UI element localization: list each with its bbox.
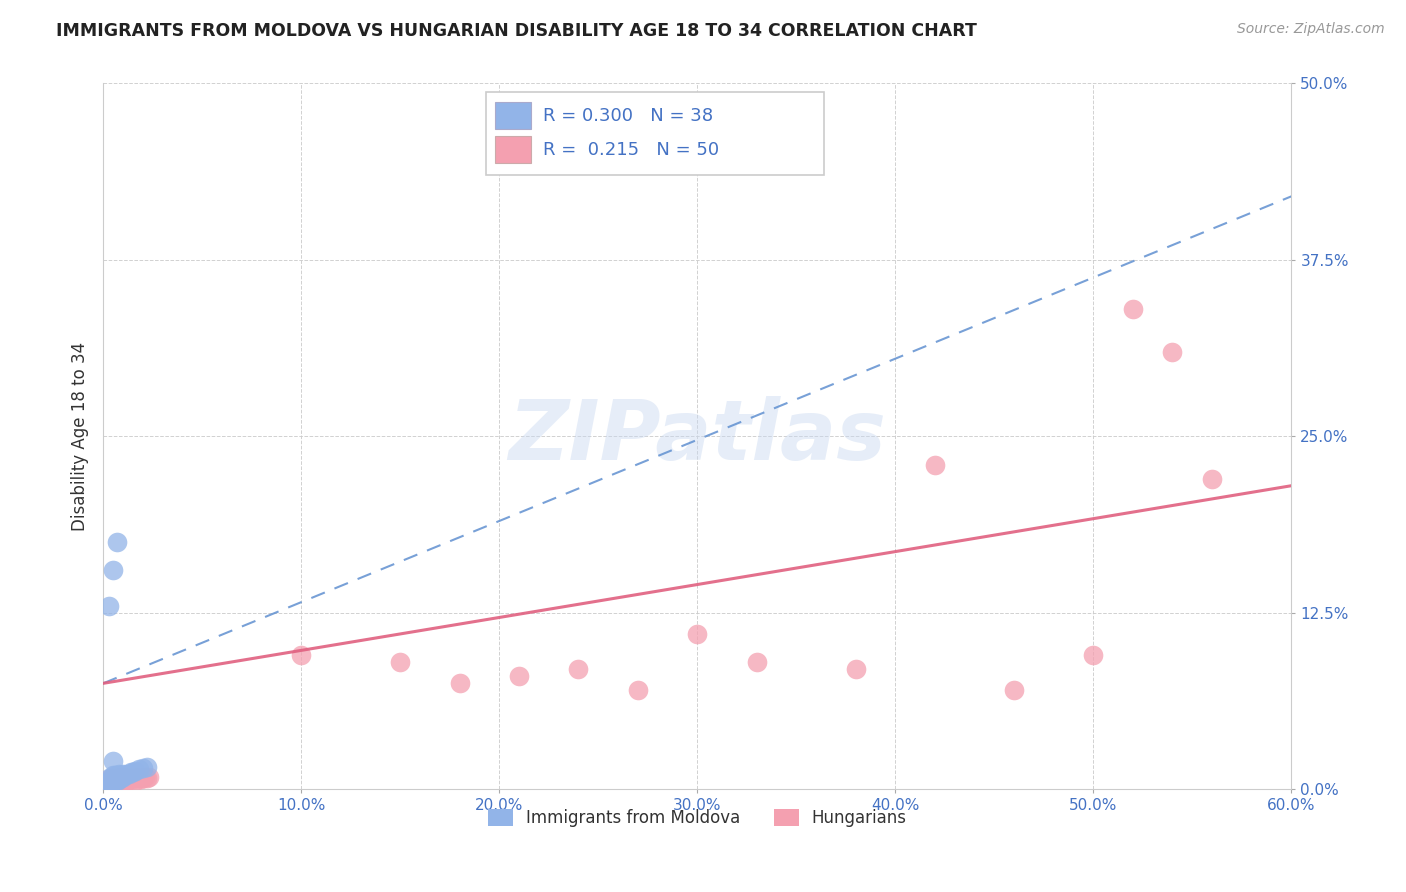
Point xyxy=(135,771,157,785)
Point xyxy=(125,771,148,785)
Point xyxy=(115,773,138,788)
Point xyxy=(128,763,150,777)
Text: Source: ZipAtlas.com: Source: ZipAtlas.com xyxy=(1237,22,1385,37)
FancyBboxPatch shape xyxy=(495,136,531,163)
Point xyxy=(100,771,122,785)
Point xyxy=(111,772,134,787)
Point xyxy=(110,771,132,785)
Point xyxy=(1002,683,1025,698)
Point xyxy=(104,773,127,788)
Point xyxy=(108,770,131,784)
Point xyxy=(132,771,155,785)
Point xyxy=(98,775,121,789)
Point xyxy=(104,771,127,785)
Point xyxy=(101,772,124,787)
Point xyxy=(101,768,124,782)
Point xyxy=(845,662,868,676)
Point xyxy=(101,773,124,788)
Point xyxy=(104,775,127,789)
Point xyxy=(101,754,124,768)
Point xyxy=(124,770,146,784)
Point xyxy=(104,768,127,782)
Point xyxy=(627,683,650,698)
Point xyxy=(1201,472,1223,486)
Point xyxy=(105,771,128,785)
Point xyxy=(118,766,141,780)
Y-axis label: Disability Age 18 to 34: Disability Age 18 to 34 xyxy=(72,342,89,531)
Point xyxy=(108,772,131,787)
Text: IMMIGRANTS FROM MOLDOVA VS HUNGARIAN DISABILITY AGE 18 TO 34 CORRELATION CHART: IMMIGRANTS FROM MOLDOVA VS HUNGARIAN DIS… xyxy=(56,22,977,40)
Point xyxy=(98,775,121,789)
Point xyxy=(121,765,143,780)
Point xyxy=(100,771,122,785)
Point xyxy=(134,770,156,784)
Point xyxy=(105,773,128,788)
Point xyxy=(101,771,124,785)
Point xyxy=(105,535,128,549)
Point xyxy=(745,655,768,669)
Point xyxy=(96,775,118,789)
FancyBboxPatch shape xyxy=(485,92,824,175)
Point xyxy=(108,770,131,784)
Point xyxy=(389,655,412,669)
Point xyxy=(132,761,155,775)
Point xyxy=(567,662,589,676)
Point xyxy=(449,676,471,690)
Point xyxy=(101,563,124,577)
Point xyxy=(111,775,134,789)
Point xyxy=(108,772,131,787)
Point xyxy=(111,770,134,784)
Point xyxy=(100,775,122,789)
Point xyxy=(924,458,946,472)
Point xyxy=(115,770,138,784)
Point xyxy=(124,773,146,788)
Point xyxy=(120,771,142,785)
Point xyxy=(121,772,143,787)
Point xyxy=(1122,302,1144,317)
Point xyxy=(98,599,121,613)
Point xyxy=(508,669,530,683)
Point xyxy=(114,771,136,785)
Point xyxy=(128,770,150,784)
Point xyxy=(124,764,146,778)
FancyBboxPatch shape xyxy=(495,103,531,129)
Point xyxy=(686,627,709,641)
Point xyxy=(110,768,132,782)
Point xyxy=(100,775,122,789)
Point xyxy=(1083,648,1105,662)
Point xyxy=(110,773,132,788)
Point xyxy=(98,776,121,790)
Point xyxy=(105,768,128,782)
Point xyxy=(135,759,157,773)
Text: R = 0.300   N = 38: R = 0.300 N = 38 xyxy=(543,107,713,125)
Point xyxy=(96,775,118,789)
Point xyxy=(101,775,124,789)
Point xyxy=(108,775,131,789)
Point xyxy=(101,776,124,790)
Point xyxy=(111,766,134,780)
Point xyxy=(101,773,124,788)
Legend: Immigrants from Moldova, Hungarians: Immigrants from Moldova, Hungarians xyxy=(481,802,914,834)
Point xyxy=(129,772,152,787)
Point xyxy=(105,771,128,785)
Point xyxy=(104,772,127,787)
Text: ZIPatlas: ZIPatlas xyxy=(509,396,886,477)
Text: R =  0.215   N = 50: R = 0.215 N = 50 xyxy=(543,141,718,159)
Point xyxy=(118,772,141,787)
Point xyxy=(115,766,138,780)
Point xyxy=(98,771,121,785)
Point xyxy=(108,766,131,780)
Point xyxy=(111,770,134,784)
Point xyxy=(105,773,128,788)
Point xyxy=(114,768,136,782)
Point xyxy=(110,771,132,785)
Point xyxy=(98,772,121,787)
Point xyxy=(101,771,124,785)
Point xyxy=(138,770,160,784)
Point xyxy=(120,765,142,780)
Point xyxy=(105,770,128,784)
Point xyxy=(290,648,312,662)
Point xyxy=(1161,344,1184,359)
